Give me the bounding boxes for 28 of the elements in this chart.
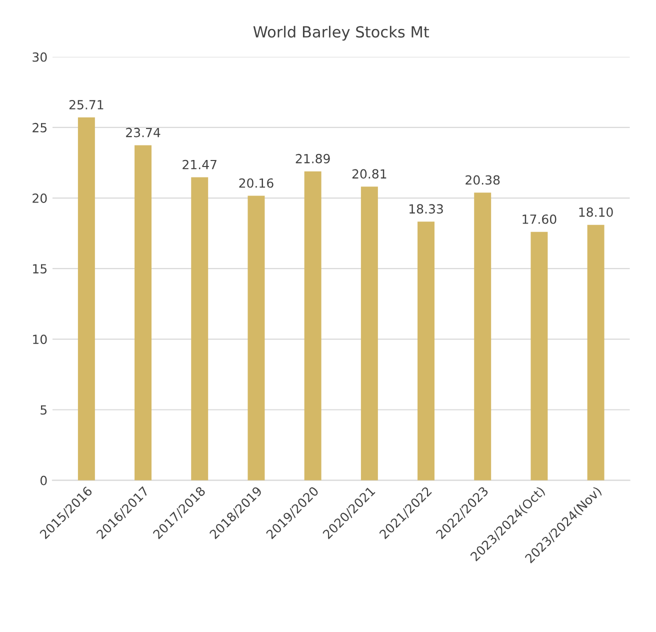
bar (587, 224, 604, 480)
y-tick-label: 10 (33, 334, 47, 344)
bar (304, 171, 322, 480)
bar (530, 232, 548, 480)
bar (78, 117, 95, 480)
data-label: 17.60 (522, 214, 556, 224)
bar (191, 177, 208, 480)
bar (474, 192, 492, 480)
bar (418, 222, 435, 480)
y-tick-label: 15 (33, 264, 47, 274)
data-label: 21.89 (296, 154, 330, 164)
bar (134, 145, 152, 480)
chart-title: World Barley Stocks Mt (253, 26, 430, 41)
y-tick-label: 0 (40, 476, 47, 486)
data-label: 20.16 (239, 178, 274, 188)
data-label: 18.10 (579, 207, 613, 217)
bar (360, 186, 378, 480)
y-tick-label: 5 (40, 405, 47, 415)
data-label: 25.71 (69, 100, 104, 110)
data-label: 20.38 (466, 175, 500, 185)
bar (248, 196, 265, 480)
y-tick-label: 25 (32, 122, 47, 132)
data-label: 21.47 (182, 160, 216, 170)
data-label: 20.81 (352, 169, 386, 179)
y-tick-label: 20 (32, 194, 47, 203)
y-tick-label: 30 (32, 52, 47, 62)
data-label: 18.33 (409, 204, 443, 214)
data-label: 23.74 (126, 128, 160, 138)
